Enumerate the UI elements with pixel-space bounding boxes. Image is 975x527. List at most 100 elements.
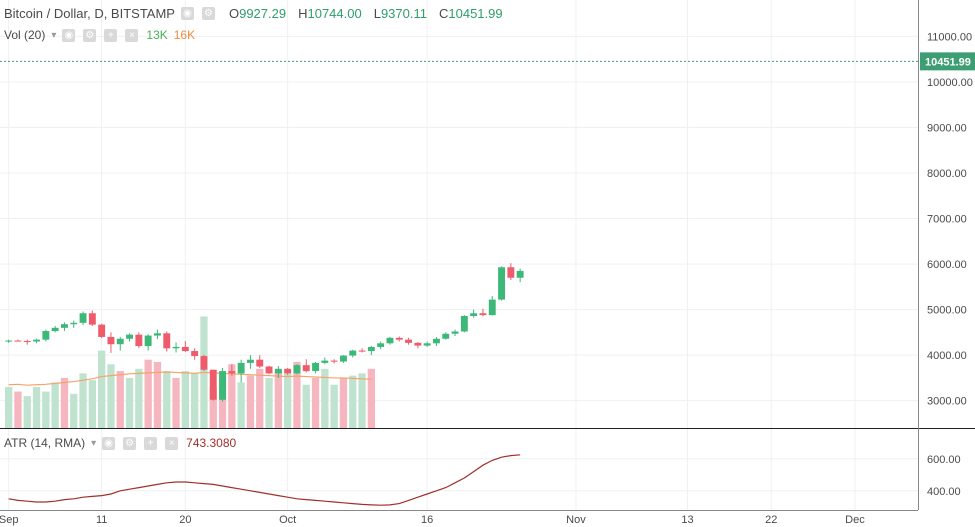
atr-legend: ATR (14, RMA) ▾ ◉ ⚙ + × 743.3080 bbox=[4, 436, 236, 450]
volume-bar bbox=[42, 391, 50, 428]
volume-bar bbox=[51, 382, 59, 428]
candle-body bbox=[116, 338, 124, 345]
time-tick-label: Nov bbox=[566, 514, 586, 526]
price-tick-label: 9000.00 bbox=[927, 122, 967, 134]
candle-body bbox=[423, 343, 431, 346]
low-label: L bbox=[373, 6, 381, 21]
chevron-down-icon[interactable]: ▾ bbox=[91, 437, 97, 449]
candle-body bbox=[23, 341, 31, 343]
volume-bar bbox=[70, 393, 78, 428]
candle-body bbox=[51, 327, 59, 332]
volume-bar bbox=[311, 377, 320, 428]
volume-bar bbox=[274, 371, 282, 428]
candle-body bbox=[172, 346, 180, 349]
price-tick-label: 10000.00 bbox=[927, 77, 973, 89]
candle-body bbox=[14, 340, 22, 342]
volume-bar bbox=[284, 373, 292, 428]
price-tick-label: 7000.00 bbox=[927, 214, 967, 226]
candle-body bbox=[433, 338, 440, 344]
candle-body bbox=[98, 324, 106, 337]
open-value: 9927.29 bbox=[239, 6, 287, 21]
volume-bar bbox=[153, 361, 162, 428]
candle-body bbox=[367, 346, 375, 352]
volume-bar bbox=[209, 387, 217, 428]
candle-body bbox=[321, 360, 329, 363]
candle-body bbox=[340, 355, 347, 362]
candle-body bbox=[144, 335, 152, 347]
chevron-down-icon[interactable]: ▾ bbox=[51, 29, 57, 41]
price-tick-label: 4000.00 bbox=[927, 350, 967, 362]
grid-lines bbox=[0, 0, 918, 510]
candle-body bbox=[247, 359, 254, 363]
volume-bar bbox=[321, 368, 329, 428]
candle-body bbox=[126, 334, 133, 339]
volume-ma-line bbox=[8, 371, 372, 386]
candle-body bbox=[330, 360, 338, 362]
candle-body bbox=[386, 337, 394, 344]
plus-icon[interactable]: + bbox=[144, 436, 158, 450]
candle-body bbox=[33, 339, 40, 342]
candle-body bbox=[479, 313, 487, 316]
time-tick-label: 16 bbox=[421, 514, 433, 526]
candle-body bbox=[460, 315, 468, 332]
candle-body bbox=[284, 368, 292, 374]
symbol-title[interactable]: Bitcoin / Dollar, D, BITSTAMP bbox=[4, 6, 175, 21]
gear-icon[interactable]: ⚙ bbox=[123, 436, 137, 450]
candle-body bbox=[61, 324, 68, 328]
candle-body bbox=[5, 340, 13, 342]
candle-body bbox=[488, 299, 496, 316]
close-icon[interactable]: × bbox=[165, 436, 179, 450]
gear-icon[interactable]: ⚙ bbox=[201, 7, 215, 20]
volume-ma-value: 16K bbox=[173, 28, 196, 42]
close-icon[interactable]: × bbox=[125, 28, 139, 42]
candle-body bbox=[228, 371, 236, 374]
volume-bar bbox=[256, 368, 264, 428]
candle-body bbox=[470, 313, 478, 316]
volume-bar bbox=[135, 368, 143, 428]
candle-body bbox=[414, 342, 422, 346]
volume-value: 13K bbox=[146, 28, 168, 42]
volume-bar bbox=[228, 364, 236, 428]
atr-tick-label: 600.00 bbox=[927, 454, 961, 466]
high-label: H bbox=[298, 6, 308, 21]
candle-body bbox=[312, 362, 319, 372]
volume-bar bbox=[265, 377, 273, 428]
time-tick-label: 20 bbox=[179, 514, 191, 526]
volume-bar bbox=[367, 368, 375, 428]
volume-indicator-name[interactable]: Vol (20) bbox=[4, 28, 46, 42]
atr-tick-label: 400.00 bbox=[927, 486, 961, 498]
price-tick-label: 5000.00 bbox=[927, 305, 967, 317]
candle-body bbox=[265, 366, 273, 374]
volume-bar bbox=[358, 373, 366, 428]
price-tick-label: 3000.00 bbox=[927, 396, 967, 408]
close-label: C bbox=[438, 6, 449, 21]
volume-bar bbox=[79, 373, 87, 428]
gear-icon[interactable]: ⚙ bbox=[83, 28, 97, 42]
candlestick-series bbox=[5, 263, 524, 402]
candle-body bbox=[516, 270, 524, 278]
atr-indicator-name[interactable]: ATR (14, RMA) bbox=[4, 436, 86, 450]
open-label: O bbox=[228, 6, 240, 21]
eye-icon[interactable]: ◉ bbox=[180, 7, 194, 20]
eye-icon[interactable]: ◉ bbox=[62, 28, 76, 42]
low-value: 9370.11 bbox=[380, 6, 427, 21]
volume-bar bbox=[237, 382, 245, 428]
candle-body bbox=[395, 337, 403, 340]
candle-body bbox=[88, 313, 96, 325]
volume-bar bbox=[163, 371, 171, 428]
plus-icon[interactable]: + bbox=[104, 28, 118, 42]
candle-body bbox=[498, 267, 505, 300]
volume-bar bbox=[60, 377, 69, 428]
volume-bar bbox=[172, 377, 180, 428]
volume-bar bbox=[339, 377, 348, 428]
time-tick-label: Dec bbox=[845, 514, 865, 526]
close-value: 10451.99 bbox=[448, 6, 503, 21]
volume-bar bbox=[23, 396, 31, 428]
price-tick-label: 11000.00 bbox=[927, 31, 972, 43]
volume-bar bbox=[349, 375, 357, 428]
candle-body bbox=[274, 368, 282, 374]
eye-icon[interactable]: ◉ bbox=[102, 436, 116, 450]
candle-body bbox=[191, 351, 199, 357]
